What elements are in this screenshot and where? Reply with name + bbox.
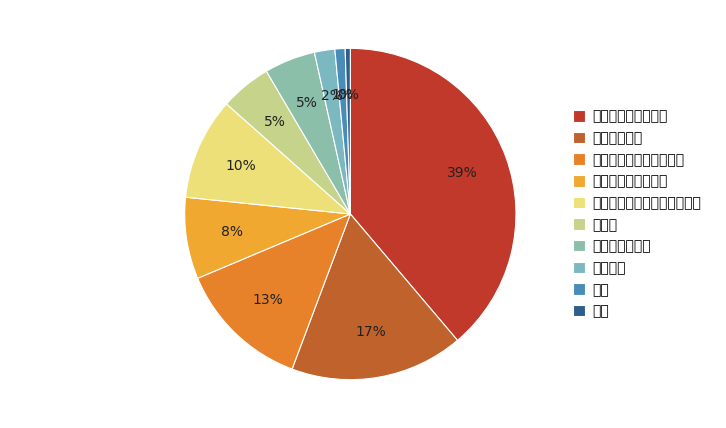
Wedge shape	[227, 71, 351, 214]
Text: 39%: 39%	[447, 166, 478, 180]
Text: 2%: 2%	[321, 89, 343, 103]
Wedge shape	[292, 214, 457, 380]
Text: 5%: 5%	[295, 96, 317, 110]
Wedge shape	[314, 49, 351, 214]
Text: 17%: 17%	[355, 324, 386, 339]
Text: 5%: 5%	[264, 115, 285, 129]
Wedge shape	[266, 52, 351, 214]
Text: 1%: 1%	[332, 88, 354, 102]
Text: 13%: 13%	[253, 293, 283, 307]
Wedge shape	[197, 214, 351, 369]
Text: 10%: 10%	[226, 159, 256, 173]
Wedge shape	[351, 48, 516, 340]
Wedge shape	[186, 104, 351, 214]
Text: 8%: 8%	[221, 225, 243, 239]
Wedge shape	[345, 48, 351, 214]
Wedge shape	[184, 197, 351, 278]
Text: 0%: 0%	[338, 88, 359, 102]
Wedge shape	[335, 48, 351, 214]
Legend: 学校（大学を除く）, 社会体育施設, 社会教育施設・文化施設, 福祉施設・医療施設, 企業等の施設・創業支援施設, 庁舎等, 体験交流施設等, 備蓄倉庫, 大学: 学校（大学を除く）, 社会体育施設, 社会教育施設・文化施設, 福祉施設・医療施…	[573, 110, 701, 318]
